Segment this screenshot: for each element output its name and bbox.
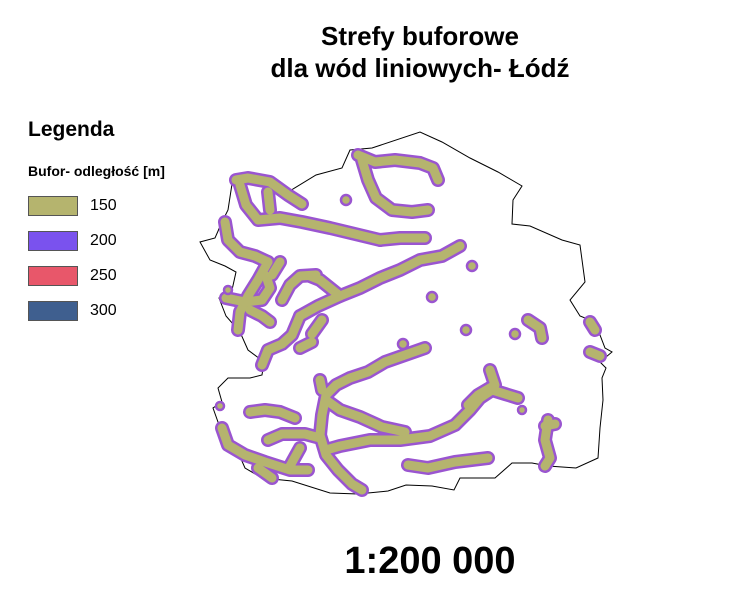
buffer-fill (217, 150, 605, 495)
legend-label-250: 250 (90, 267, 117, 284)
map-title-line1: Strefy buforowe (321, 21, 519, 51)
legend-swatch-200 (28, 231, 78, 251)
scale-label: 1:200 000 (344, 540, 516, 582)
legend-swatch-150 (28, 196, 78, 216)
buffer-spots (214, 193, 528, 416)
legend-swatch-300 (28, 301, 78, 321)
map-title: Strefy buforowe dla wód liniowych- Łódź (180, 20, 660, 84)
city-boundary (199, 131, 613, 495)
legend-label-150: 150 (90, 197, 117, 214)
legend-subtitle: Bufor- odległość [m] (28, 163, 165, 179)
map-title-line2: dla wód liniowych- Łódź (270, 53, 570, 83)
legend-label-300: 300 (90, 302, 117, 319)
legend-swatch-250 (28, 266, 78, 286)
legend-label-200: 200 (90, 232, 117, 249)
legend-title: Legenda (28, 118, 115, 141)
